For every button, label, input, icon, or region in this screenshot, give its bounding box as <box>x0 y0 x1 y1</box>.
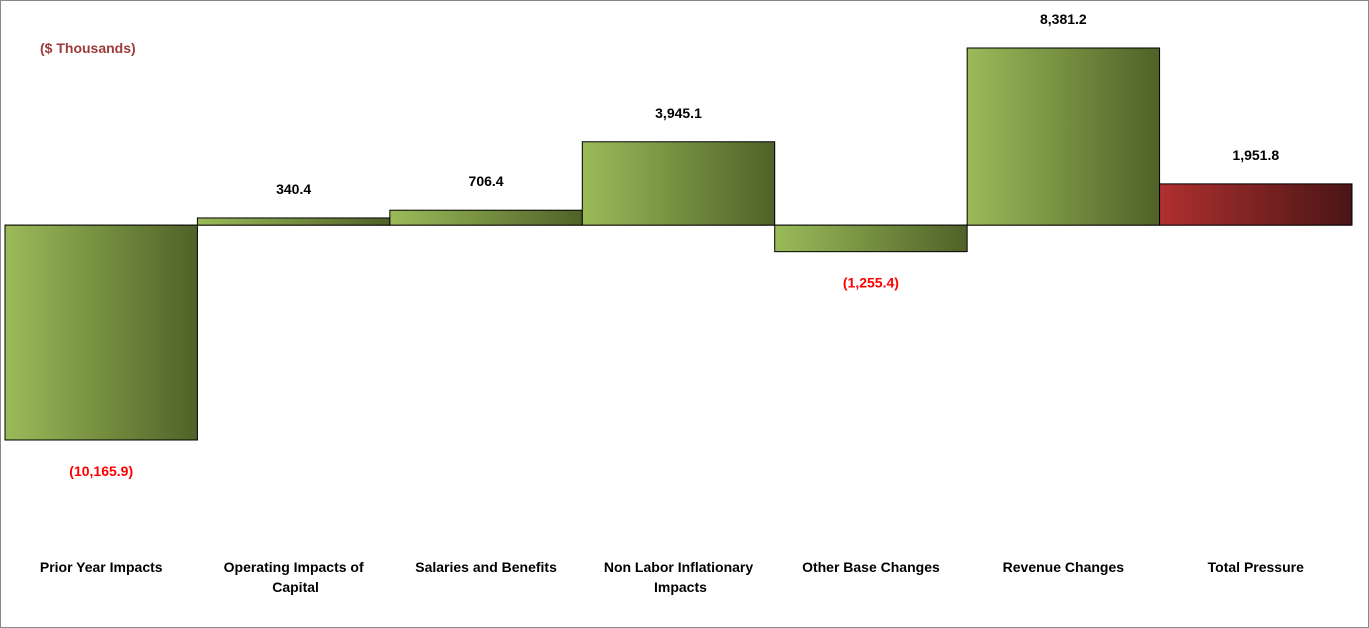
x-tick-label: Operating Impacts of Capital <box>224 559 364 595</box>
bar <box>581 141 776 226</box>
x-tick-label: Salaries and Benefits <box>415 559 557 575</box>
bar <box>196 217 391 226</box>
bar <box>4 224 198 441</box>
data-label: 706.4 <box>469 173 504 189</box>
bar <box>966 47 1161 226</box>
x-tick-label: Prior Year Impacts <box>40 559 163 575</box>
data-label: 1,951.8 <box>1232 147 1279 163</box>
x-tick-label: Other Base Changes <box>802 559 940 575</box>
x-tick-label: Total Pressure <box>1208 559 1304 575</box>
data-label: (10,165.9) <box>69 463 133 479</box>
x-tick-label: Revenue Changes <box>1003 559 1125 575</box>
data-label: 8,381.2 <box>1040 11 1087 27</box>
chart-subtitle: ($ Thousands) <box>40 40 136 56</box>
bar <box>389 209 583 226</box>
data-label: (1,255.4) <box>843 275 899 291</box>
data-label: 3,945.1 <box>655 105 702 121</box>
bar <box>1159 183 1353 226</box>
data-label: 340.4 <box>276 181 311 197</box>
bar <box>774 224 968 253</box>
x-tick-label: Non Labor Inflationary Impacts <box>604 559 754 595</box>
